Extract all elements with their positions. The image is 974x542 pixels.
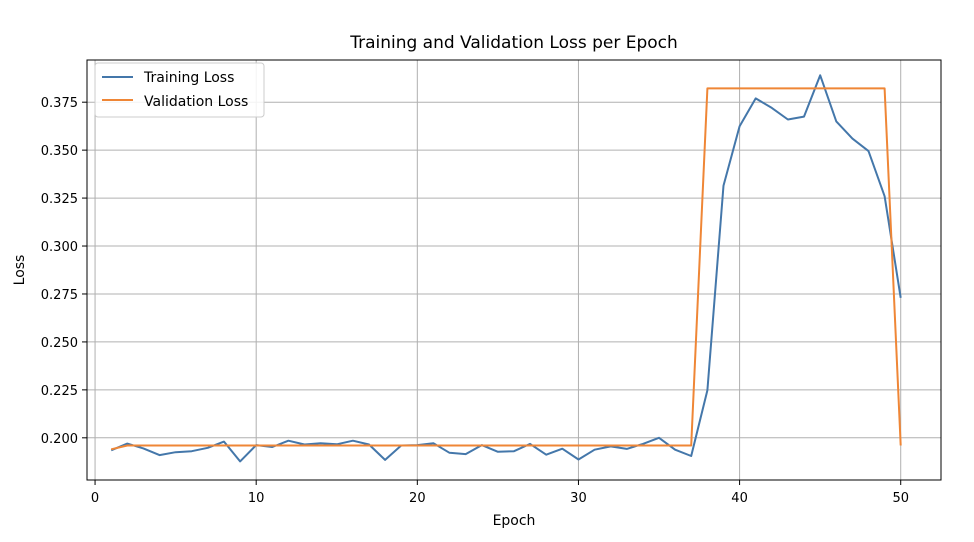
legend-label-training-loss: Training Loss: [143, 70, 234, 86]
y-tick-label: 0.375: [41, 96, 78, 111]
x-tick-label: 0: [91, 491, 99, 506]
x-tick-label: 50: [892, 491, 909, 506]
x-tick-label: 30: [570, 491, 587, 506]
y-tick-label: 0.275: [41, 288, 78, 303]
x-tick-label: 10: [248, 491, 265, 506]
legend-label-validation-loss: Validation Loss: [144, 94, 248, 110]
y-axis-label: Loss: [12, 255, 28, 286]
legend-box: [94, 62, 265, 118]
chart-title: Training and Validation Loss per Epoch: [349, 33, 678, 53]
y-tick-label: 0.325: [41, 192, 78, 207]
axis-ticks: 0 10 20 30 40 50 0.200 0.225 0.250 0.275 0.300 0.32…: [41, 96, 909, 506]
plot-frame: [86, 59, 942, 481]
legend: Training Loss Validation Loss: [94, 62, 265, 118]
y-tick-label: 0.350: [41, 144, 78, 159]
series-line-validation-loss: [110, 87, 902, 451]
x-axis-label: Epoch: [493, 513, 536, 529]
y-tick-label: 0.200: [41, 432, 78, 447]
x-tick-label: 40: [731, 491, 748, 506]
y-tick-label: 0.250: [41, 336, 78, 351]
series-line-training-loss: [110, 74, 902, 463]
grid: [87, 60, 941, 480]
x-tick-label: 20: [409, 491, 426, 506]
y-tick-label: 0.225: [41, 384, 78, 399]
y-tick-label: 0.300: [41, 240, 78, 255]
series-lines: [110, 74, 902, 463]
